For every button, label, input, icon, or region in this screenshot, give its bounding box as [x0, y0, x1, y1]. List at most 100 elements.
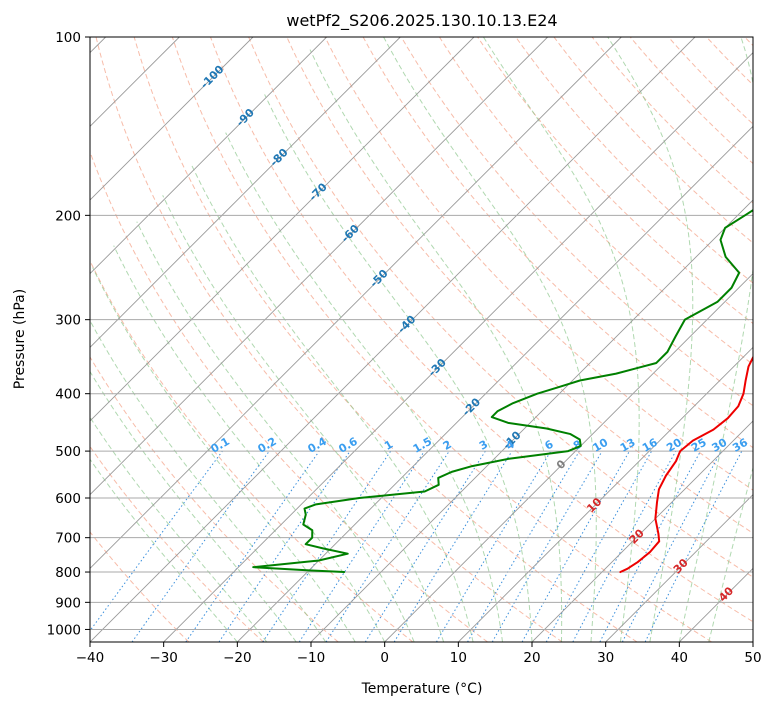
isotherm-15: [310, 199, 753, 642]
dry-adiabat-20: [668, 37, 753, 125]
y-tick-label-0: 100: [55, 30, 81, 46]
mixing-ratio-line-3: [218, 450, 351, 642]
dry-adiabat-21: [706, 37, 753, 86]
isotherm-label-2: -80: [267, 146, 290, 169]
moist-adiabat-3: [90, 319, 327, 642]
isotherm-8: [90, 37, 401, 348]
background-lines: [90, 37, 753, 642]
dry-adiabat-5: [95, 37, 563, 642]
isotherm-label-5: -50: [367, 267, 390, 290]
dry-adiabat-8: [210, 37, 753, 623]
mixing-ratio-label-6: 2: [441, 438, 454, 453]
isotherm-6: [90, 37, 254, 201]
y-tick-label-1: 200: [55, 208, 81, 224]
isotherm-label-1: -90: [234, 106, 257, 129]
mixing-ratio-line-2: [185, 450, 320, 642]
x-tick-label-6: 20: [523, 650, 540, 666]
mixing-ratio-line-14: [572, 450, 677, 642]
y-axis-label: Pressure (hPa): [12, 289, 28, 389]
mixing-ratio-line-10: [467, 450, 580, 642]
x-tick-label-3: −10: [297, 650, 326, 666]
isotherm-label-12: 20: [627, 526, 647, 546]
y-tick-label-6: 700: [55, 531, 81, 547]
mixing-ratio-label-12: 13: [618, 436, 638, 455]
isotherm-label-3: -70: [307, 180, 330, 203]
dry-adiabat-17: [553, 37, 753, 244]
dry-adiabat-15: [477, 37, 753, 325]
dry-adiabat-7: [171, 37, 712, 642]
dry-adiabat-11: [324, 37, 753, 491]
isotherm-19: [605, 494, 753, 642]
x-tick-label-4: 0: [380, 650, 389, 666]
isotherm-label-10: 0: [554, 457, 569, 472]
dry-adiabat-13: [400, 37, 753, 407]
x-axis: −40 −30 −20 −10 0 10 20 30 40 50: [76, 642, 762, 666]
isotherm-9: [90, 37, 475, 422]
isotherm-18: [531, 420, 753, 642]
isotherm-label-4: -60: [339, 222, 362, 245]
x-tick-label-0: −40: [76, 650, 105, 666]
mixing-ratio-label-2: 0.4: [305, 435, 329, 456]
dry-adiabat-12: [362, 37, 753, 449]
mixing-ratio-label-10: 8: [571, 438, 584, 453]
mixing-ratio-line-8: [393, 450, 513, 642]
moist-adiabat-6: [136, 221, 415, 642]
isotherm-label-7: -30: [426, 356, 449, 379]
mixing-ratio-line-6: [325, 450, 450, 642]
dry-adiabat-9: [248, 37, 753, 578]
moist-adiabat-5: [113, 245, 386, 642]
isotherm-13: [163, 52, 753, 642]
isotherm-21: [752, 641, 753, 642]
mixing-ratio-line-9: [435, 450, 552, 642]
x-tick-label-1: −30: [149, 650, 178, 666]
y-tick-label-4: 500: [55, 444, 81, 460]
x-axis-label: Temperature (°C): [361, 681, 483, 697]
mixing-ratio-line-7: [364, 450, 486, 642]
x-tick-label-7: 30: [597, 650, 614, 666]
isotherm-16: [384, 273, 753, 642]
mixing-ratio-label-9: 6: [542, 438, 555, 453]
isotherm-10: [90, 37, 548, 496]
mixing-ratio-label-16: 30: [710, 436, 730, 455]
mixing-ratio-line-15: [599, 450, 701, 642]
isotherm-11: [90, 37, 622, 569]
moist-adiabat-14: [607, 37, 694, 642]
dry-adiabat-14: [439, 37, 753, 366]
moist-adiabat-4: [92, 267, 356, 642]
y-tick-label-7: 800: [55, 565, 81, 581]
isotherm-label-13: 30: [671, 556, 691, 576]
moist-adiabat-13: [482, 37, 640, 642]
mixing-ratio-line-1: [131, 450, 270, 642]
mixing-ratio-label-15: 25: [689, 436, 709, 455]
mixing-ratio-label-4: 1: [382, 438, 395, 453]
dry-adiabat-4: [90, 150, 488, 642]
moist-adiabat-7: [162, 195, 445, 642]
dry-adiabat-10: [286, 37, 753, 534]
mixing-ratio-label-3: 0.6: [336, 435, 360, 456]
mixing-ratio-lines: [90, 450, 743, 642]
moist-adiabats: [90, 37, 753, 642]
mixing-ratio-line-4: [262, 450, 392, 642]
y-tick-label-9: 1000: [47, 622, 81, 638]
pressure-gridlines: [90, 37, 753, 630]
x-tick-label-2: −20: [223, 650, 252, 666]
moist-adiabat-16: [708, 466, 753, 642]
isotherm-label-8: -20: [460, 395, 483, 418]
mixing-ratio-line-12: [521, 450, 630, 642]
mixing-ratio-label-0: 0.1: [209, 435, 232, 456]
y-tick-label-5: 600: [55, 491, 81, 507]
moist-adiabat-10: [264, 94, 533, 642]
y-tick-label-2: 300: [55, 313, 81, 329]
line-labels: -100-90-80-70-60-50-40-30-20-10010203040…: [198, 62, 750, 604]
y-axis: 100 200 300 400 500 600 700 800 900 1000: [47, 30, 90, 638]
dry-adiabat-3: [90, 259, 414, 642]
temperature-profile-line: [619, 355, 753, 574]
moist-adiabat-0: [90, 458, 238, 642]
dry-adiabat-16: [515, 37, 753, 284]
mixing-ratio-label-5: 1.5: [411, 435, 434, 456]
mixing-ratio-line-11: [491, 450, 603, 642]
isotherm-17: [458, 346, 753, 642]
mixing-ratio-line-0: [90, 450, 223, 632]
x-tick-label-5: 10: [450, 650, 467, 666]
